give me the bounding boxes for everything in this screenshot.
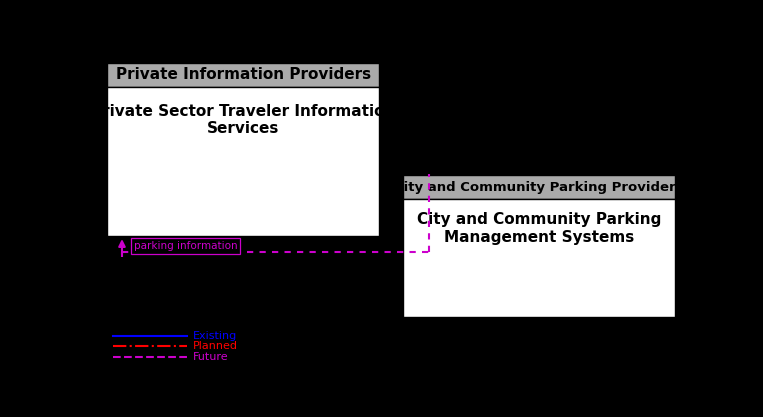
Text: Existing: Existing [193, 331, 237, 341]
Text: City and Community Parking
Management Systems: City and Community Parking Management Sy… [417, 212, 661, 245]
Text: Future: Future [193, 352, 229, 362]
Text: Private Sector Traveler Information
Services: Private Sector Traveler Information Serv… [91, 103, 395, 136]
Bar [107, 87, 379, 236]
Text: City and Community Parking Providers: City and Community Parking Providers [394, 181, 684, 194]
Text: Planned: Planned [193, 342, 238, 352]
Bar [403, 199, 675, 317]
Bar [107, 63, 379, 87]
Bar [403, 175, 675, 199]
Text: Private Information Providers: Private Information Providers [116, 68, 371, 83]
Text: parking information: parking information [134, 241, 237, 251]
